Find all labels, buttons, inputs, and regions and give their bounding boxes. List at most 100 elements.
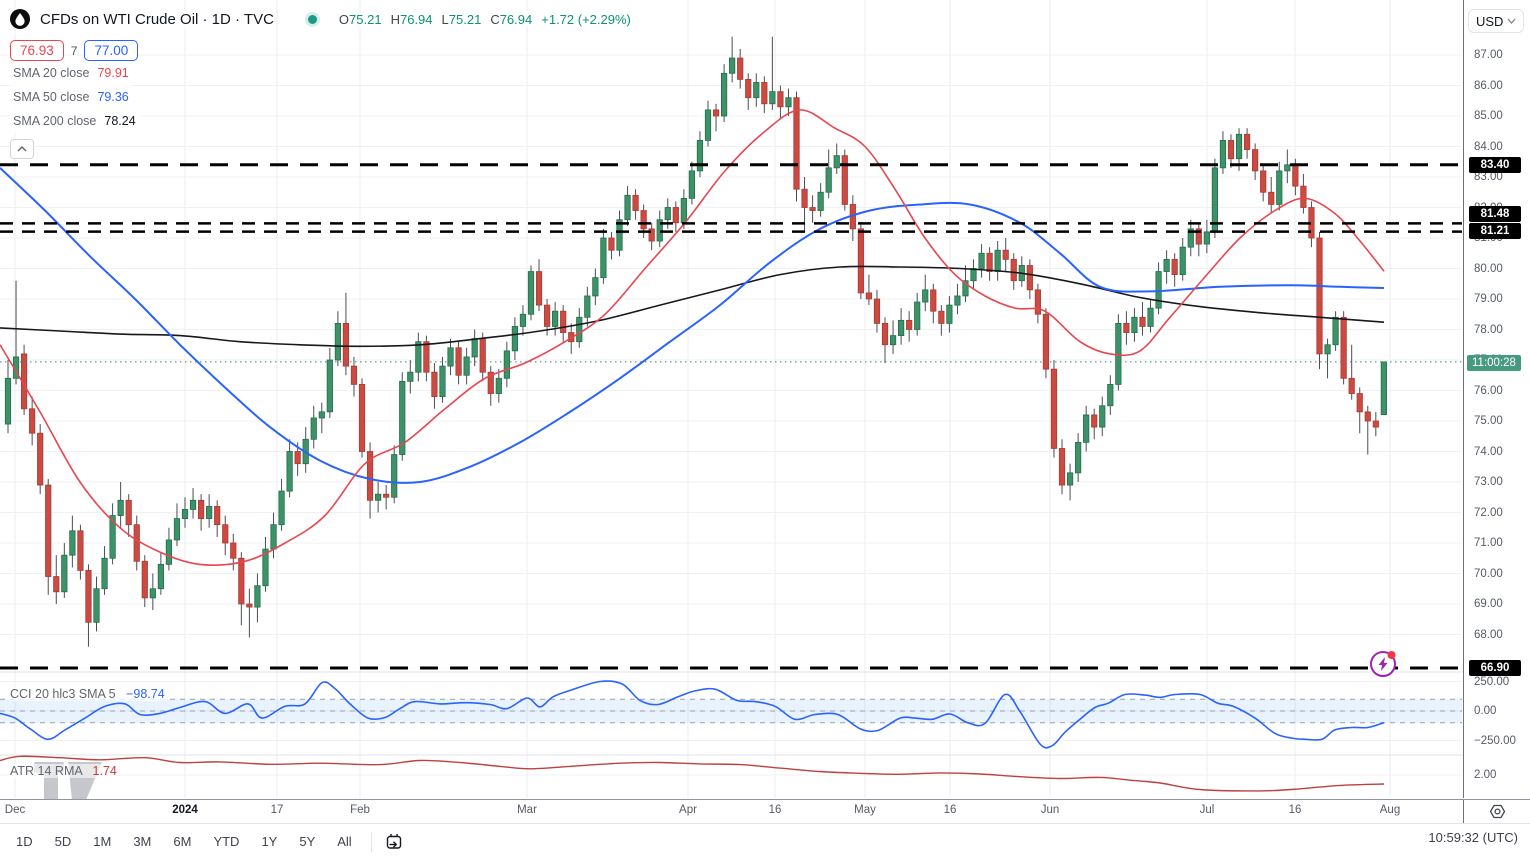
indicator-value: 79.36 [97,90,129,104]
price-axis-label: 74.00 [1474,445,1503,458]
candle [399,380,406,455]
go-to-date-button[interactable] [384,832,404,852]
range-button-6m[interactable]: 6M [173,834,192,849]
candle [1219,139,1227,169]
candle [1195,228,1202,245]
candle [616,219,623,251]
candle [769,91,776,105]
candle-series [4,36,1387,647]
range-button-1m[interactable]: 1M [93,834,112,849]
utc-clock[interactable]: 10:59:32 (UTC) [1428,830,1518,845]
candle [463,356,470,376]
range-button-3m[interactable]: 3M [133,834,152,849]
candle [696,139,704,172]
time-axis-corner[interactable] [1463,800,1530,823]
indicator-legend-row[interactable]: SMA 200 close 78.24 [10,109,139,133]
cci-axis-label: 250.00 [1474,675,1510,688]
candle [720,72,728,117]
price-axis-label: 71.00 [1474,537,1503,549]
candle [745,79,752,99]
axis-settings-icon[interactable] [1489,803,1506,820]
range-button-1y[interactable]: 1Y [261,834,278,849]
currency-dropdown[interactable]: USD [1468,9,1524,33]
candle [1042,313,1050,370]
symbol-title-row[interactable]: CFDs on WTI Crude Oil · 1D · TVC O75.21 … [10,6,631,32]
cci-line [0,680,1385,749]
candle [45,484,52,577]
close-value: 76.94 [499,11,533,27]
price-axis-label: 79.00 [1474,293,1503,305]
candle [149,588,156,599]
time-axis-label: Jul [1199,804,1215,816]
candle [1187,228,1194,248]
candle [117,499,124,516]
time-axis-label: May [854,804,876,816]
indicator-legend-row[interactable]: SMA 50 close 79.36 [10,85,132,109]
candle [1083,414,1090,443]
bid-ask-row: 76.93 7 77.00 [10,40,631,61]
candle [503,350,510,379]
candle [1131,316,1138,333]
range-button-5y[interactable]: 5Y [299,834,316,849]
sma200-line [0,265,1385,348]
candle [222,524,229,544]
candle [1364,411,1371,422]
indicator-legend-row[interactable]: SMA 20 close 79.91 [10,61,132,85]
candle [270,524,277,550]
cci-legend[interactable]: CCI 20 hlc3 SMA 5 −98.74 [10,687,165,701]
time-scale[interactable]: Dec 2024 17 Feb Mar Apr 16 May 16 Jun Jul 16 Aug [0,799,1530,824]
candle [375,493,382,501]
candle [157,563,164,590]
price-scale[interactable]: USD 87.0086.0085.0084.0083.0082.0081.008… [1463,0,1530,798]
candle [978,252,985,269]
market-status-icon[interactable] [307,14,317,24]
time-axis-label: Apr [679,804,697,816]
legend-collapse-button[interactable] [10,139,34,159]
candle [938,310,945,324]
flash-event-icon[interactable] [1370,651,1396,677]
sell-button[interactable]: 76.93 [10,40,64,61]
candle [1260,170,1267,193]
candle [1203,231,1210,245]
candle [77,530,84,571]
candle [1099,405,1106,428]
buy-button[interactable]: 77.00 [84,40,139,61]
candle [238,557,245,605]
candle [262,548,269,587]
bottom-toolbar: 1D 5D 1M 3M 6M YTD 1Y 5Y All [0,823,1530,858]
range-button-1d[interactable]: 1D [16,834,33,849]
indicator-legend: SMA 20 close 79.91 SMA 50 close 79.36 SMA 20… [10,61,631,133]
atr-axis-label: 2.00 [1474,769,1497,781]
range-button-all[interactable]: All [337,834,352,849]
candle [817,191,824,211]
candle [431,371,438,398]
cci-axis-label: −250.00 [1474,734,1516,747]
symbol-title[interactable]: CFDs on WTI Crude Oil · 1D · TVC [38,9,276,29]
atr-value: 1.74 [92,764,117,778]
atr-legend[interactable]: ATR 14 RMA 1.74 [10,764,117,778]
price-axis-label: 87.00 [1474,49,1503,61]
candle [1147,307,1154,327]
candle [350,365,358,385]
candle [600,237,607,279]
range-button-ytd[interactable]: YTD [213,834,240,849]
price-axis-label: 73.00 [1474,476,1503,488]
price-level-badge: 83.40 [1469,156,1521,173]
candle [1227,139,1235,160]
candle [1252,149,1259,172]
candle [1276,170,1283,205]
spread-value: 7 [70,43,78,58]
candle [230,542,237,559]
candle [737,57,744,80]
indicator-label: SMA 50 close [13,90,90,104]
candle [246,603,253,608]
candle [922,289,929,303]
candle [53,576,60,593]
candle [214,505,221,526]
candle [576,316,583,343]
candle [206,505,213,519]
candle [310,417,317,440]
price-axis-label: 68.00 [1474,628,1503,641]
range-button-5d[interactable]: 5D [54,834,72,849]
